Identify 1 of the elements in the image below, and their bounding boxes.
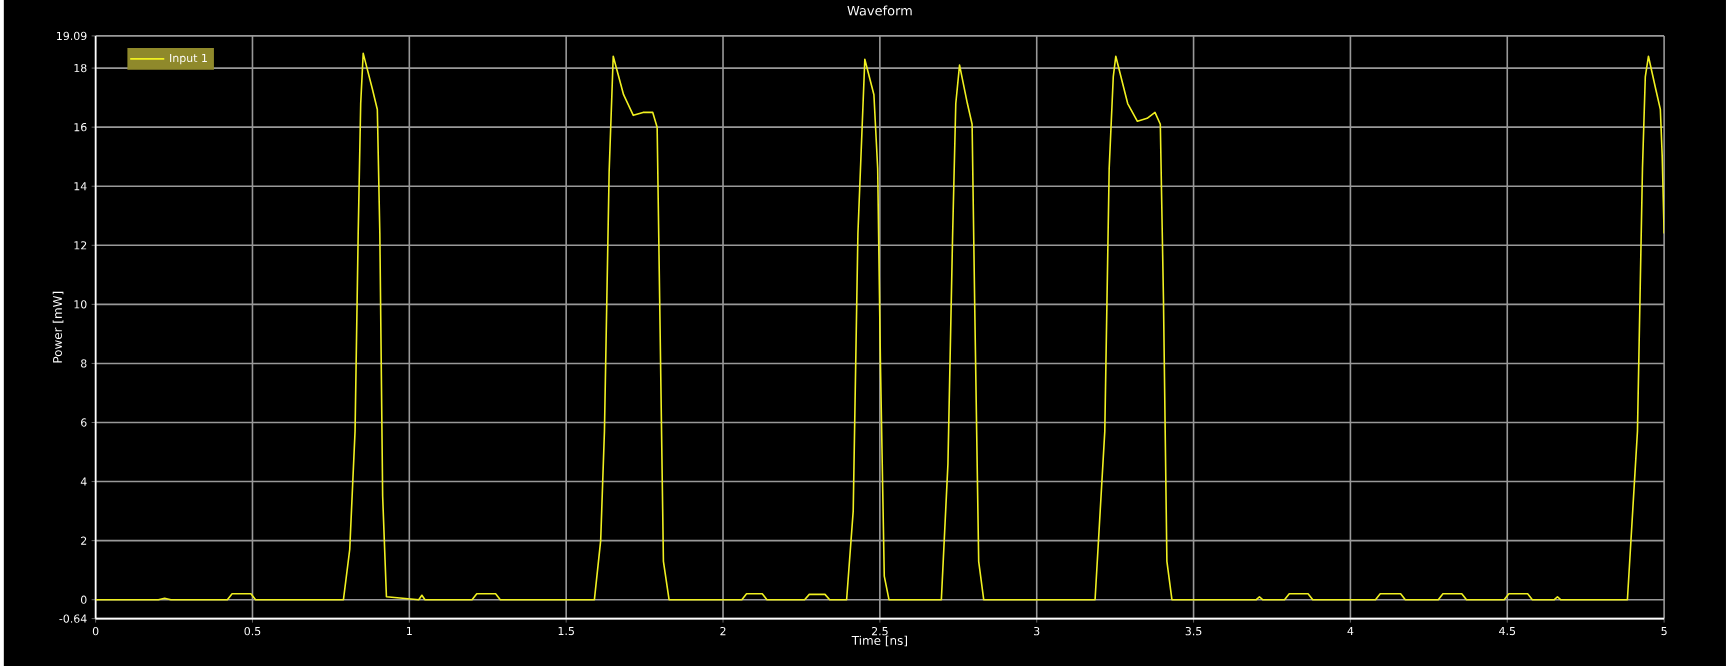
line-series bbox=[95, 52, 1665, 601]
